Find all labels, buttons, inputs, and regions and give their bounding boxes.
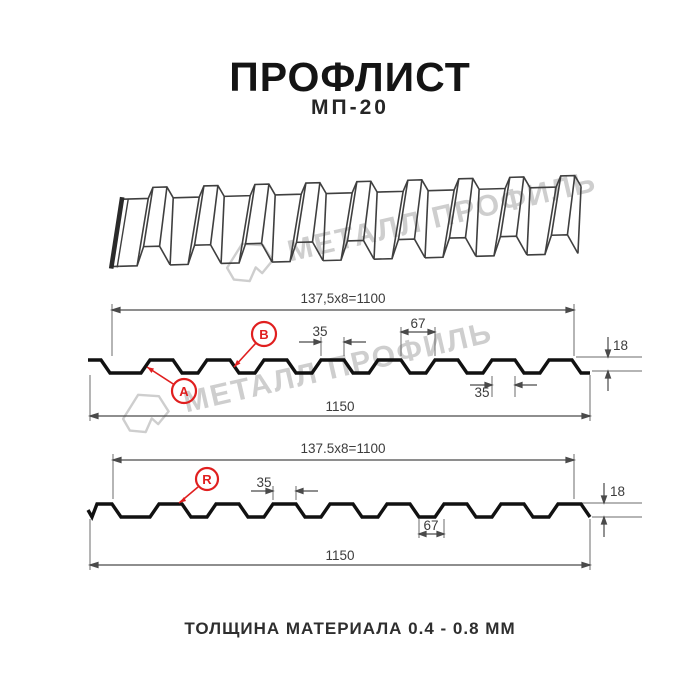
page-title: ПРОФЛИСТ — [229, 54, 471, 100]
profile-outline — [88, 358, 590, 375]
dimension-label-height: 18 — [610, 484, 625, 499]
side-label-r: R — [178, 466, 220, 504]
cross-section-2: 137.5x8=1100 35 67 18 1150 R — [86, 441, 642, 570]
dimension-label-module-width: 137,5x8=1100 — [301, 291, 386, 306]
dimension-label-crest-bottom: 35 — [474, 385, 489, 400]
dimension-label-total-width: 1150 — [325, 548, 354, 563]
dimension-lines — [87, 306, 612, 420]
dimension-label-module-width: 137.5x8=1100 — [301, 441, 386, 456]
side-label-r-letter: R — [202, 472, 212, 487]
extension-lines — [89, 454, 642, 570]
thickness-note: ТОЛЩИНА МАТЕРИАЛА 0.4 - 0.8 ММ — [184, 619, 516, 638]
dimension-label-crest-top: 35 — [312, 324, 327, 339]
profile-model-subtitle: МП-20 — [311, 96, 389, 119]
sheet-cut-edge — [108, 196, 125, 269]
profile-outline — [86, 502, 592, 521]
dimension-lines — [87, 456, 608, 569]
side-label-b-letter: B — [259, 327, 268, 342]
side-label-b: B — [233, 320, 278, 368]
dimension-label-pitch: 67 — [423, 518, 438, 533]
dimension-label-pitch: 67 — [410, 316, 425, 331]
dimension-label-total-width: 1150 — [325, 399, 354, 414]
dimension-label-height: 18 — [613, 338, 628, 353]
cross-section-1: 137,5x8=1100 35 67 35 18 1150 A B — [87, 291, 642, 421]
sheet-3d-group — [108, 174, 584, 269]
profile-3d-drawing — [108, 174, 584, 269]
dimension-label-crest-top: 35 — [256, 475, 271, 490]
side-label-a-letter: A — [179, 384, 189, 399]
side-label-a: A — [146, 366, 198, 405]
